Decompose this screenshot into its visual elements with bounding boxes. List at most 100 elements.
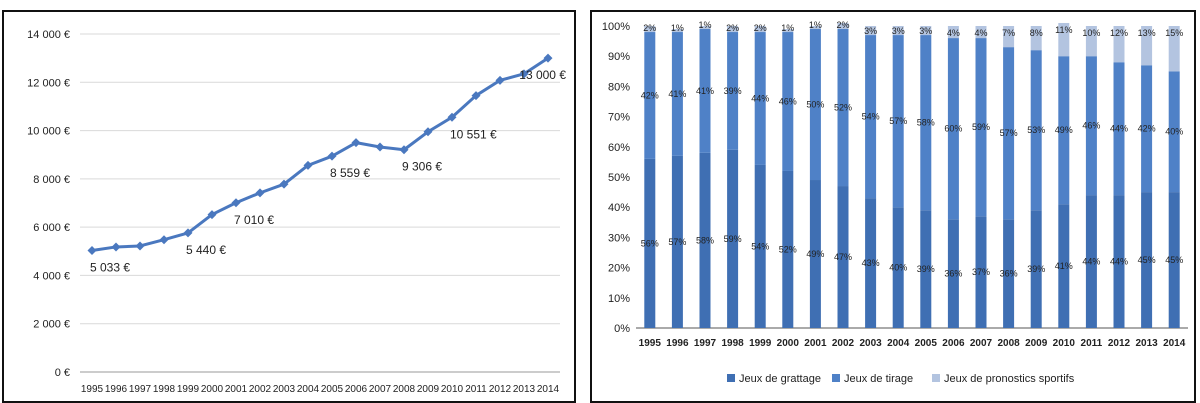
- data-point: [111, 242, 121, 252]
- y-tick-label: 80%: [608, 81, 630, 93]
- bar-segment: [1141, 192, 1153, 328]
- x-tick-label: 1999: [749, 338, 772, 349]
- bar-value-label: 46%: [1082, 121, 1100, 131]
- bar-segment: [1030, 26, 1042, 51]
- bar-segment: [671, 29, 683, 33]
- bar-value-label: 58%: [917, 118, 935, 128]
- bar-segment: [754, 32, 766, 165]
- bar-segment: [727, 26, 739, 33]
- bar-value-label: 2%: [754, 23, 767, 33]
- bar-segment: [920, 210, 932, 328]
- x-tick-label: 1997: [694, 338, 717, 349]
- bar-segment: [782, 32, 794, 171]
- bar-segment: [920, 26, 932, 36]
- bar-segment: [865, 198, 877, 328]
- bar-value-label: 2%: [643, 23, 656, 33]
- bar-segment: [975, 38, 987, 217]
- data-point: [159, 235, 169, 245]
- bar-segment: [782, 170, 794, 328]
- x-tick-label: 2001: [804, 338, 827, 349]
- bar-segment: [1141, 65, 1153, 193]
- bar-segment: [1058, 56, 1070, 205]
- stacked-bar-chart: 0% 10% 20% 30% 40% 50% 60% 70% 80% 90% 100% 56% 42% 2…: [602, 20, 1188, 385]
- x-tick-label: 2008: [393, 384, 416, 395]
- bar-value-label: 1%: [781, 23, 794, 33]
- series-line: [91, 56, 549, 252]
- bar-segment: [892, 35, 904, 208]
- bar-segment: [1168, 71, 1180, 193]
- x-tick-label: 1998: [153, 384, 176, 395]
- bar-segment: [1113, 195, 1125, 328]
- x-tick-label: 2004: [887, 338, 910, 349]
- bar-segment: [1113, 26, 1125, 63]
- bar-value-label: 13%: [1138, 28, 1156, 38]
- y-tick-label: 6 000 €: [33, 222, 70, 234]
- data-point: [519, 69, 529, 79]
- bar-value-label: 37%: [972, 267, 990, 277]
- legend-swatch: [832, 374, 840, 382]
- bar-value-label: 42%: [641, 90, 659, 100]
- x-tick-label: 2005: [915, 338, 938, 349]
- x-tick-label: 2010: [441, 384, 464, 395]
- x-tick-label: 2002: [832, 338, 855, 349]
- bar-value-label: 1%: [809, 20, 822, 30]
- bar-value-label: 49%: [1055, 125, 1073, 135]
- stacked-bar-chart-panel: 0% 10% 20% 30% 40% 50% 60% 70% 80% 90% 100% 56% 42% 2…: [590, 10, 1196, 403]
- bar-segment: [920, 35, 932, 211]
- bar-segment: [1058, 204, 1070, 328]
- bar-segment: [644, 32, 656, 159]
- bar-segment: [1003, 26, 1015, 48]
- bar-value-label: 39%: [1027, 264, 1045, 274]
- x-tick-label: 2011: [1081, 338, 1103, 349]
- bar-value-label: 44%: [1110, 257, 1128, 267]
- bar-segment: [1030, 50, 1042, 211]
- x-tick-label: 2006: [345, 384, 368, 395]
- bar-segment: [837, 22, 849, 30]
- y-tick-label: 70%: [608, 112, 630, 124]
- legend-label: Jeux de tirage: [844, 373, 913, 385]
- bar-value-label: 45%: [1138, 255, 1156, 265]
- bar-value-label: 3%: [864, 26, 877, 36]
- bar-value-label: 54%: [751, 241, 769, 251]
- bar-segment: [947, 26, 959, 39]
- x-tick-label: 1996: [105, 384, 128, 395]
- x-tick-label: 2003: [273, 384, 296, 395]
- x-tick-label: 2003: [859, 338, 882, 349]
- data-label: 5 033 €: [90, 260, 130, 274]
- x-tick-label: 1995: [81, 384, 104, 395]
- bar-segment: [809, 26, 821, 30]
- x-tick-label: 2011: [465, 384, 487, 395]
- legend-label: Jeux de grattage: [739, 373, 821, 385]
- line-chart-panel: 0 € 2 000 € 4 000 € 6 000 € 8 000 € 10 000 € 1…: [2, 10, 576, 403]
- y-tick-label: 10 000 €: [27, 126, 70, 138]
- bar-value-label: 57%: [889, 116, 907, 126]
- bar-value-label: 39%: [917, 264, 935, 274]
- x-tick-label: 2009: [417, 384, 440, 395]
- x-tick-label: 2007: [970, 338, 993, 349]
- bar-value-label: 3%: [892, 26, 905, 36]
- bar-value-label: 45%: [1165, 255, 1183, 265]
- y-tick-label: 100%: [602, 21, 630, 33]
- y-tick-label: 8 000 €: [33, 174, 70, 186]
- data-point: [279, 179, 289, 189]
- bar-segment: [1168, 26, 1180, 72]
- x-tick-label: 2013: [513, 384, 536, 395]
- data-point: [351, 138, 361, 148]
- bar-segment: [671, 32, 683, 156]
- data-label: 5 440 €: [186, 243, 226, 257]
- bar-segment: [975, 216, 987, 328]
- x-tick-label: 2014: [537, 384, 560, 395]
- y-tick-label: 50%: [608, 172, 630, 184]
- bar-value-label: 44%: [1110, 124, 1128, 134]
- y-tick-label: 20%: [608, 263, 630, 275]
- bar-segment: [754, 26, 766, 33]
- bar-value-label: 4%: [974, 28, 987, 38]
- x-tick-label: 1999: [177, 384, 200, 395]
- bar-value-label: 53%: [1027, 125, 1045, 135]
- bar-segment: [699, 152, 711, 328]
- bar-value-label: 49%: [806, 249, 824, 259]
- bar-value-label: 60%: [944, 124, 962, 134]
- bar-value-label: 4%: [947, 28, 960, 38]
- bar-segment: [892, 207, 904, 328]
- x-tick-label: 2005: [321, 384, 344, 395]
